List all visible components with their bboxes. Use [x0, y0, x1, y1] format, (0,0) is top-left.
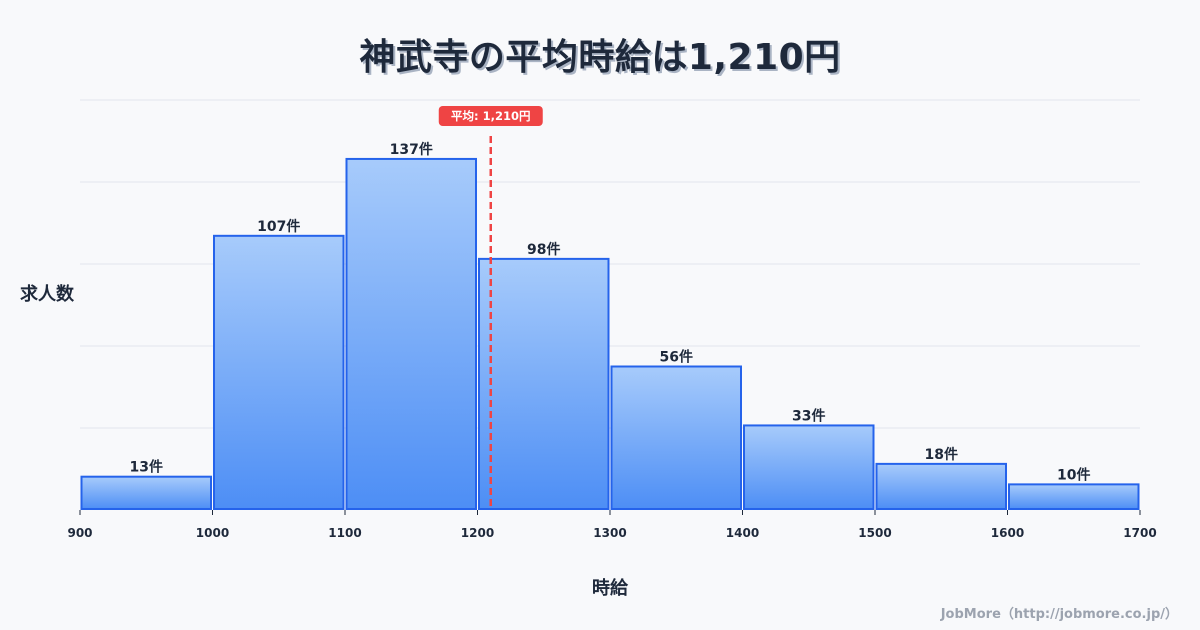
bar-value-label: 98件	[527, 241, 560, 258]
x-tick-label: 900	[67, 526, 92, 540]
histogram-bar	[345, 157, 477, 510]
histogram-bar	[213, 234, 345, 510]
x-tick-label: 1000	[196, 526, 229, 540]
x-tick-label: 1700	[1123, 526, 1156, 540]
histogram-bar	[743, 424, 875, 510]
histogram-bar	[875, 462, 1007, 510]
mean-annotation: 平均: 1,210円	[438, 106, 543, 510]
bar-value-label: 107件	[257, 218, 300, 235]
x-tick-label: 1300	[593, 526, 626, 540]
bar-value-label: 33件	[792, 407, 825, 424]
y-axis-label: 求人数	[20, 284, 74, 305]
source-credit: JobMore（http://jobmore.co.jp/）	[940, 607, 1178, 622]
x-tick-label: 1100	[328, 526, 361, 540]
x-axis-label: 時給	[592, 578, 628, 599]
mean-badge-label: 平均: 1,210円	[451, 109, 530, 123]
histogram-bar	[1008, 483, 1140, 510]
bar-value-label: 10件	[1057, 466, 1090, 483]
x-tick-label: 1600	[991, 526, 1024, 540]
bar-value-label: 137件	[390, 141, 433, 158]
histogram-bar	[610, 365, 742, 510]
histogram-bar	[80, 475, 212, 510]
x-axis: 900 1000 1100 1200 1300 1400 1500 1600 1700	[67, 510, 1157, 540]
histogram-bar	[478, 257, 610, 510]
bars: 13件 107件 137件 98件 56件 33件 18件 10件	[80, 141, 1140, 510]
mean-badge	[438, 106, 543, 126]
x-tick-label: 1200	[461, 526, 494, 540]
bar-value-label: 56件	[660, 349, 693, 366]
x-tick-label: 1500	[858, 526, 891, 540]
x-tick-label: 1400	[726, 526, 759, 540]
chart-title: 神武寺の平均時給は1,210円	[359, 37, 841, 78]
bar-value-label: 18件	[925, 446, 958, 463]
bar-value-label: 13件	[130, 459, 163, 476]
